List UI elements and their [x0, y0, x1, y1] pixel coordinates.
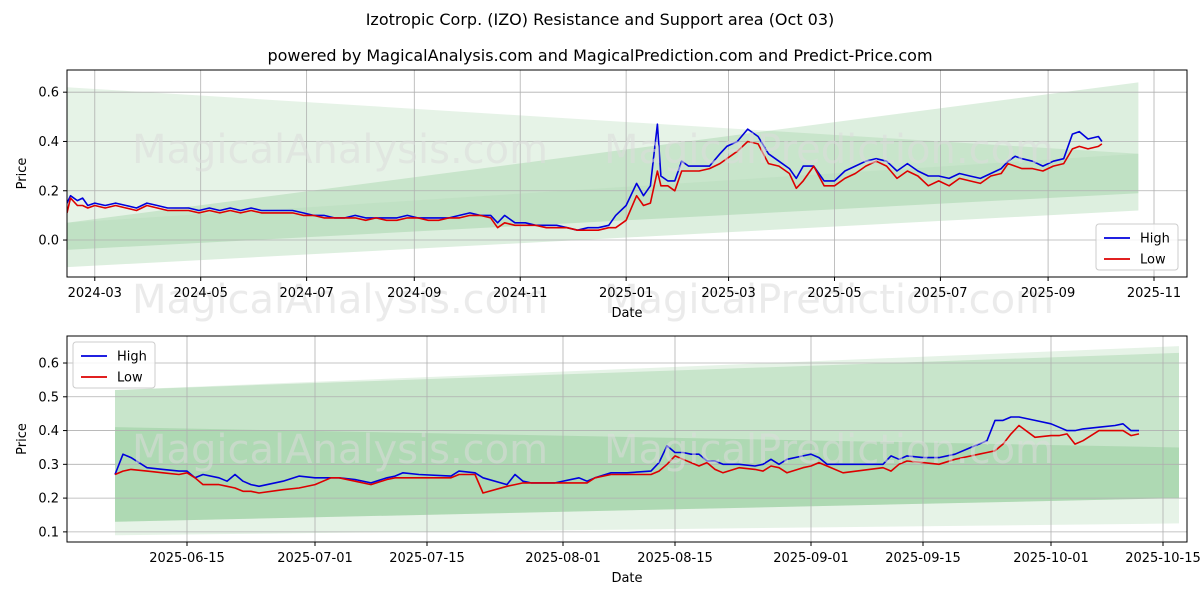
- x-tick-label: 2025-01: [599, 286, 653, 301]
- watermark-text: MagicalPrediction.com: [604, 427, 1054, 473]
- x-axis-label: Date: [611, 571, 642, 586]
- resistance-support-band: [115, 346, 1179, 536]
- series-line-low: [114, 424, 1140, 494]
- x-tick-label: 2025-03: [701, 286, 755, 301]
- resistance-support-band: [67, 153, 1139, 250]
- series-line-high: [67, 123, 1103, 231]
- axes-frame: [66, 69, 1188, 278]
- x-tick-label: 2025-07: [913, 286, 967, 301]
- y-tick-label: 0.0: [38, 234, 59, 249]
- y-tick-label: 0.2: [38, 492, 59, 507]
- x-tick-label: 2025-09-15: [885, 551, 961, 566]
- x-tick-label: 2025-05: [807, 286, 861, 301]
- x-tick-label: 2025-07-15: [389, 551, 465, 566]
- axes-frame: [66, 335, 1188, 543]
- y-tick-label: 0.3: [38, 458, 59, 473]
- x-tick-label: 2024-03: [68, 286, 122, 301]
- x-tick-label: 2025-08-15: [637, 551, 713, 566]
- x-tick-label: 2025-10-15: [1125, 551, 1200, 566]
- plot-area: [67, 70, 1187, 277]
- legend: High Low: [72, 341, 156, 389]
- legend-label-high: High: [1140, 232, 1170, 247]
- watermark-text: MagicalPrediction.com: [604, 277, 1054, 323]
- x-tick-label: 2025-09-01: [773, 551, 849, 566]
- x-tick-label: 2024-07: [279, 286, 333, 301]
- plot-area: [67, 336, 1187, 542]
- legend: High Low: [1095, 223, 1179, 271]
- resistance-support-band: [67, 82, 1139, 268]
- x-tick-label: 2025-10-01: [1013, 551, 1089, 566]
- y-tick-label: 0.1: [38, 525, 59, 540]
- chart-title: Izotropic Corp. (IZO) Resistance and Sup…: [365, 10, 835, 29]
- y-tick-label: 0.4: [38, 424, 59, 439]
- y-tick-label: 0.6: [38, 86, 59, 101]
- x-tick-label: 2025-06-15: [149, 551, 225, 566]
- chart-zoomed: MagicalAnalysis.com MagicalPrediction.com…: [15, 335, 1200, 586]
- y-tick-label: 0.4: [38, 135, 59, 150]
- x-axis-label: Date: [611, 306, 642, 321]
- y-axis-label: Price: [15, 158, 30, 190]
- y-tick-label: 0.2: [38, 184, 59, 199]
- x-tick-label: 2024-05: [174, 286, 228, 301]
- legend-label-low: Low: [117, 371, 143, 386]
- legend-label-high: High: [117, 350, 147, 365]
- series-line-low: [67, 140, 1103, 231]
- x-tick-label: 2024-09: [387, 286, 441, 301]
- watermark-text: MagicalAnalysis.com: [132, 277, 548, 323]
- series-line-high: [114, 416, 1139, 488]
- watermark-text: MagicalAnalysis.com: [132, 127, 548, 173]
- y-tick-label: 0.6: [38, 357, 59, 372]
- legend-label-low: Low: [1140, 253, 1166, 268]
- x-tick-label: 2025-11: [1127, 286, 1181, 301]
- watermark-text: MagicalPrediction.com: [604, 127, 1054, 173]
- x-tick-label: 2025-07-01: [277, 551, 353, 566]
- y-tick-label: 0.5: [38, 390, 59, 405]
- chart-subtitle: powered by MagicalAnalysis.com and Magic…: [267, 46, 933, 65]
- x-tick-label: 2024-11: [493, 286, 547, 301]
- watermark-text: MagicalAnalysis.com: [132, 427, 548, 473]
- y-axis-label: Price: [15, 423, 30, 455]
- chart-full-range: MagicalAnalysis.com MagicalPrediction.com…: [15, 69, 1188, 323]
- x-tick-label: 2025-09: [1021, 286, 1075, 301]
- x-tick-label: 2025-08-01: [525, 551, 601, 566]
- resistance-support-band: [67, 87, 1139, 223]
